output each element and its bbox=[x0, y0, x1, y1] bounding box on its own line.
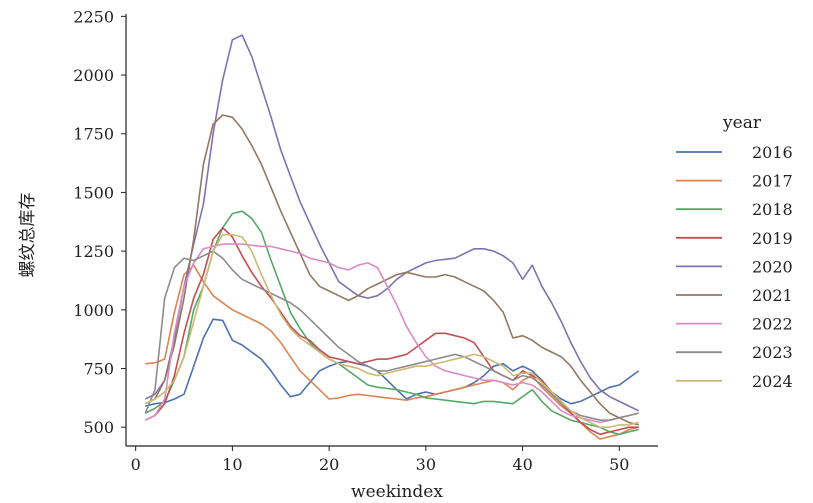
legend-label-2024: 2024 bbox=[752, 372, 793, 391]
legend-label-2020: 2020 bbox=[752, 257, 793, 276]
legend-label-2019: 2019 bbox=[752, 229, 793, 248]
series-line-2017 bbox=[145, 264, 639, 440]
x-tick-label: 0 bbox=[131, 455, 141, 474]
x-tick-label: 10 bbox=[222, 455, 242, 474]
x-tick-label: 50 bbox=[609, 455, 629, 474]
legend-title: year bbox=[722, 113, 762, 133]
legend-label-2021: 2021 bbox=[752, 286, 793, 305]
series-line-2020 bbox=[144, 34, 640, 412]
y-ticks: 500 750 1000 1250 1500 1750 2000 2250 bbox=[73, 7, 126, 437]
legend-label-2016: 2016 bbox=[752, 143, 793, 162]
legend-label-2023: 2023 bbox=[752, 343, 793, 362]
x-tick-label: 40 bbox=[512, 455, 532, 474]
series-line-2024 bbox=[144, 233, 639, 428]
y-tick-label: 1250 bbox=[73, 242, 114, 261]
series-line-2021 bbox=[144, 114, 639, 426]
legend-label-2017: 2017 bbox=[752, 172, 793, 191]
y-tick-label: 750 bbox=[83, 360, 114, 379]
y-tick-label: 2250 bbox=[73, 7, 114, 26]
series-line-2023 bbox=[144, 250, 639, 421]
x-axis-title: weekindex bbox=[351, 482, 443, 502]
series-line-2018 bbox=[144, 210, 639, 436]
legend-label-2018: 2018 bbox=[752, 200, 793, 219]
legend-label-2022: 2022 bbox=[752, 315, 793, 334]
y-tick-label: 1750 bbox=[73, 125, 114, 144]
x-tick-label: 30 bbox=[416, 455, 436, 474]
y-tick-label: 1000 bbox=[73, 301, 114, 320]
series-line-2016 bbox=[145, 318, 640, 407]
series-line-2022 bbox=[144, 243, 639, 424]
y-tick-label: 500 bbox=[83, 418, 114, 437]
x-tick-label: 20 bbox=[319, 455, 339, 474]
series-lines bbox=[144, 34, 640, 440]
legend: year 2016 2017 2018 2019 2020 2021 2022 2023 202… bbox=[676, 113, 793, 391]
y-axis-title: 螺纹总库存 bbox=[18, 193, 38, 278]
y-tick-label: 2000 bbox=[73, 66, 114, 85]
series-line-2019 bbox=[144, 226, 639, 436]
y-tick-label: 1500 bbox=[73, 183, 114, 202]
x-ticks: 0 10 20 30 40 50 bbox=[131, 446, 629, 474]
